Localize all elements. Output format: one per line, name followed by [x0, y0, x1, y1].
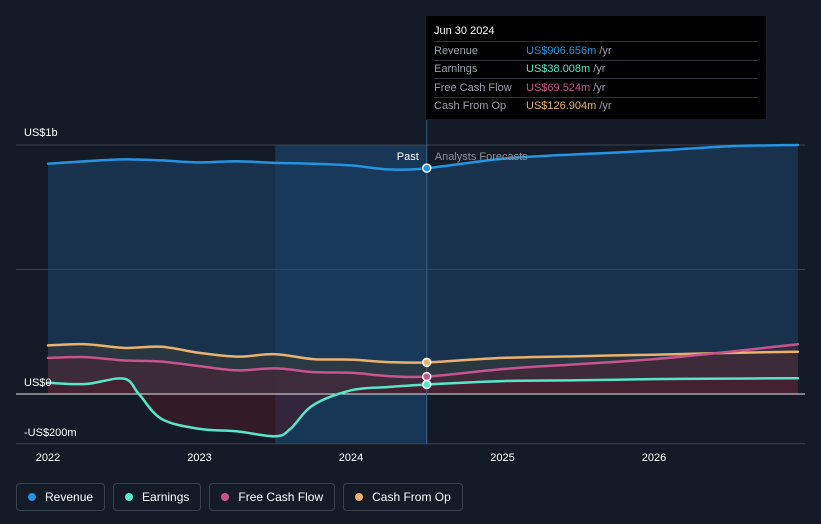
- x-axis-label: 2023: [187, 452, 211, 464]
- tooltip-series-name: Cash From Op: [434, 100, 507, 113]
- legend-dot-icon: [28, 493, 36, 501]
- free-cash-flow-marker: [422, 371, 432, 382]
- tooltip-series-value: US$126.904m: [526, 100, 597, 113]
- past-label: Past: [397, 151, 419, 163]
- legend-label: Free Cash Flow: [238, 490, 324, 504]
- tooltip-row: Free Cash Flow US$69.524m/yr: [434, 78, 758, 97]
- legend-item-cash-from-op[interactable]: Cash From Op: [343, 483, 463, 511]
- tooltip-date: Jun 30 2024: [434, 25, 495, 37]
- cash-from-op-line: [46, 342, 800, 364]
- free-cash-flow-line: [46, 342, 800, 379]
- revenue-line: [46, 143, 800, 171]
- legend-label: Earnings: [142, 490, 190, 504]
- legend-item-free-cash-flow[interactable]: Free Cash Flow: [209, 483, 336, 511]
- revenue-marker: [422, 163, 432, 173]
- tooltip-series-name: Revenue: [434, 44, 479, 57]
- tooltip-unit: /yr: [599, 100, 612, 113]
- earnings-area: [48, 378, 798, 437]
- tooltip-unit: /yr: [599, 44, 612, 57]
- tooltip-series-name: Free Cash Flow: [434, 81, 512, 94]
- legend-label: Cash From Op: [372, 490, 451, 504]
- tooltip-series-name: Earnings: [434, 63, 478, 76]
- x-axis-label: 2026: [642, 452, 666, 464]
- tooltip: Jun 30 2024 Revenue US$906.656m/yr Earning…: [426, 16, 766, 119]
- y-axis-label: US$1b: [24, 127, 58, 139]
- x-axis-label: 2024: [339, 452, 363, 464]
- x-axis-label: 2025: [490, 452, 514, 464]
- tooltip-unit: /yr: [593, 81, 606, 94]
- legend-dot-icon: [355, 493, 364, 501]
- legend-item-revenue[interactable]: Revenue: [16, 483, 106, 511]
- y-axis-label: -US$200m: [24, 427, 77, 439]
- legend-item-earnings[interactable]: Earnings: [113, 483, 202, 511]
- tooltip-series-value: US$906.656m: [526, 44, 597, 57]
- tooltip-series-value: US$38.008m: [526, 63, 591, 76]
- legend-dot-icon: [125, 493, 134, 501]
- forecast-label: Analysts Forecasts: [435, 151, 528, 163]
- tooltip-unit: /yr: [593, 63, 606, 76]
- tooltip-row: Earnings US$38.008m/yr: [434, 59, 758, 79]
- tooltip-series-value: US$69.524m: [526, 81, 591, 94]
- legend: Revenue Earnings Free Cash Flow Cash From O…: [16, 483, 463, 511]
- legend-label: Revenue: [45, 490, 94, 504]
- tooltip-row: Revenue US$906.656m/yr: [434, 41, 758, 60]
- tooltip-row: Cash From Op US$126.904m/yr: [434, 96, 758, 116]
- cash-from-op-marker: [422, 357, 432, 368]
- legend-dot-icon: [221, 493, 230, 501]
- y-axis-label: US$0: [24, 377, 52, 389]
- x-axis-label: 2022: [36, 452, 60, 464]
- earnings-marker: [422, 379, 432, 390]
- earnings-line: [46, 377, 800, 438]
